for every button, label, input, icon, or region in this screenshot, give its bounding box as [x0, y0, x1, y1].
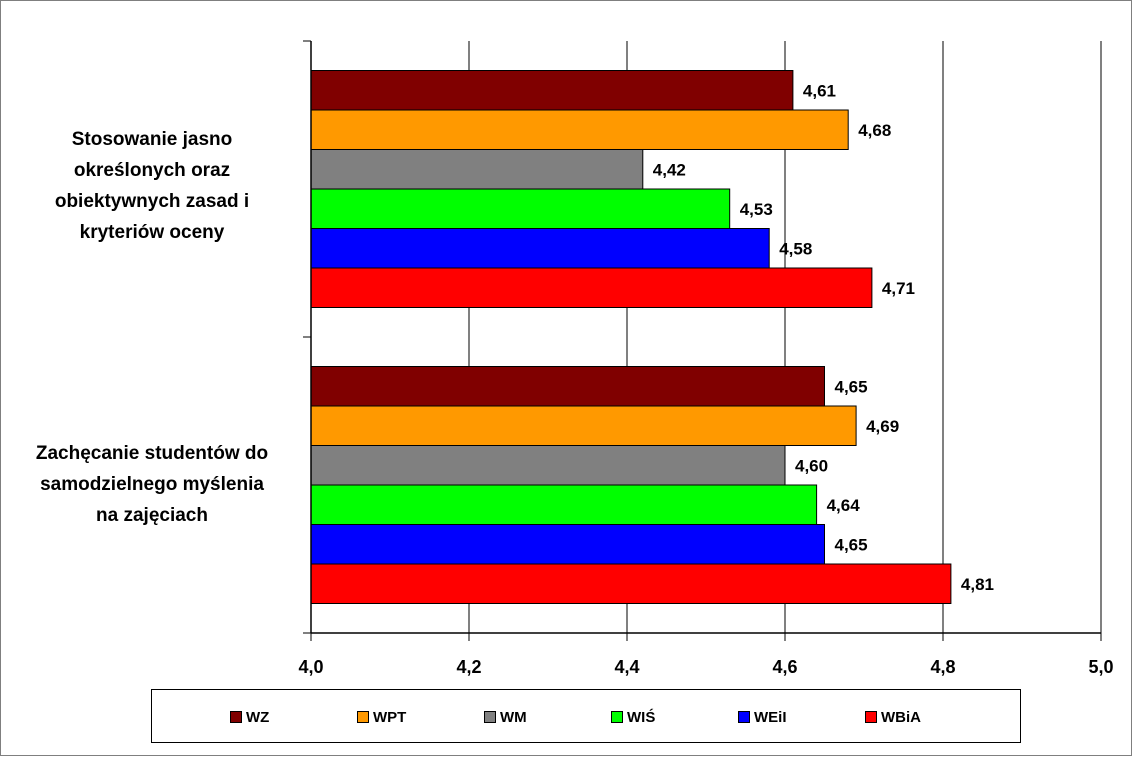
x-tick-label-5: 5,0: [1088, 657, 1113, 677]
x-tick-label-4: 4,8: [930, 657, 955, 677]
data-label-WIŚ-0: 4,53: [740, 200, 773, 219]
data-label-WIŚ-1: 4,64: [827, 496, 861, 515]
bar-WEiI-0: [310, 228, 770, 269]
legend-item-WPT: WPT: [357, 690, 406, 744]
legend: WZ WPT WM WIŚ WEiI WBiA: [151, 689, 1021, 743]
data-label-WZ-0: 4,61: [803, 81, 836, 100]
legend-label-WEiI: WEiI: [754, 708, 787, 726]
x-tick-label-3: 4,6: [772, 657, 797, 677]
legend-swatch-WM: [484, 711, 496, 723]
x-tick-label-1: 4,2: [456, 657, 481, 677]
x-tick-label-0: 4,0: [298, 657, 323, 677]
data-label-WEiI-0: 4,58: [779, 239, 812, 258]
legend-item-WIŚ: WIŚ: [611, 690, 655, 744]
legend-label-WZ: WZ: [246, 708, 270, 726]
data-label-WZ-1: 4,65: [835, 377, 868, 396]
legend-label-WIŚ: WIŚ: [627, 708, 656, 726]
legend-label-WPT: WPT: [373, 708, 407, 726]
data-label-WM-0: 4,42: [653, 160, 686, 179]
data-label-WBiA-1: 4,81: [961, 575, 994, 594]
legend-item-WM: WM: [484, 690, 527, 744]
legend-label-WBiA: WBiA: [881, 708, 921, 726]
bar-WM-1: [310, 445, 786, 486]
legend-item-WBiA: WBiA: [865, 690, 921, 744]
legend-item-WZ: WZ: [230, 690, 269, 744]
legend-swatch-WBiA: [865, 711, 877, 723]
legend-swatch-WEiI: [738, 711, 750, 723]
bar-WPT-1: [310, 405, 857, 446]
data-label-WPT-1: 4,69: [866, 417, 899, 436]
bar-WZ-0: [310, 70, 794, 111]
bar-WEiI-1: [310, 524, 825, 565]
data-label-WPT-0: 4,68: [858, 121, 891, 140]
legend-item-WEiI: WEiI: [738, 690, 787, 744]
bar-WPT-0: [310, 109, 849, 150]
data-label-WEiI-1: 4,65: [835, 535, 868, 554]
legend-swatch-WPT: [357, 711, 369, 723]
data-label-WBiA-0: 4,71: [882, 279, 915, 298]
bar-WBiA-1: [310, 563, 952, 604]
bar-WZ-1: [310, 366, 825, 407]
legend-swatch-WIŚ: [611, 711, 623, 723]
legend-label-WM: WM: [500, 708, 527, 726]
category-label-1: Zachęcanie studentów do samodzielnego my…: [35, 443, 269, 526]
bar-WIŚ-1: [310, 484, 818, 525]
data-label-WM-1: 4,60: [795, 456, 828, 475]
x-tick-label-2: 4,4: [614, 657, 639, 677]
bar-WIŚ-0: [310, 188, 731, 229]
category-label-0: Stosowanie jasno określonych oraz obiekt…: [54, 129, 250, 243]
legend-swatch-WZ: [230, 711, 242, 723]
bar-WBiA-0: [310, 267, 873, 308]
bar-WM-0: [310, 149, 644, 190]
